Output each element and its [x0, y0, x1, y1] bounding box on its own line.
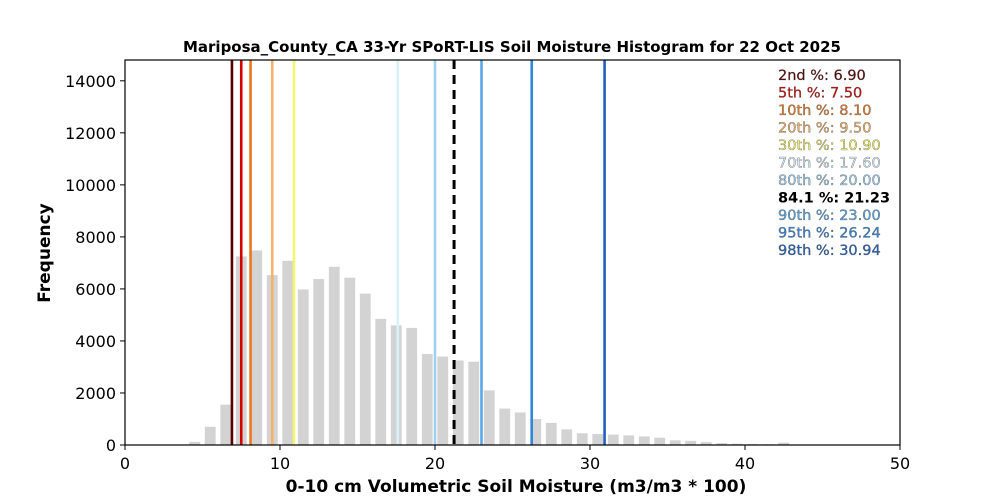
y-tick-label: 12000 [65, 124, 116, 143]
histogram-bar [576, 433, 588, 445]
histogram-bar [623, 435, 635, 445]
y-tick-label: 6000 [75, 280, 116, 299]
histogram-bar [638, 436, 650, 445]
histogram-bar [204, 426, 216, 445]
histogram-bar [390, 325, 402, 445]
y-tick-label: 4000 [75, 332, 116, 351]
legend-entry: 5th %: 7.50 [778, 86, 862, 102]
y-tick-label: 2000 [75, 384, 116, 403]
histogram-bar [344, 277, 356, 445]
x-tick-label: 20 [425, 454, 445, 473]
x-tick-label: 10 [270, 454, 290, 473]
x-tick-label: 40 [735, 454, 755, 473]
histogram-bar [328, 266, 340, 445]
legend-entry: 2nd %: 6.90 [778, 68, 866, 84]
histogram-bar [220, 404, 232, 445]
y-tick-label: 0 [106, 436, 116, 455]
histogram-bar [359, 293, 371, 445]
legend-entry: 70th %: 17.60 [778, 156, 881, 172]
legend-entry: 30th %: 10.90 [778, 138, 881, 154]
histogram-bar [189, 441, 201, 445]
histogram-bar [654, 437, 666, 445]
histogram-bar [468, 361, 480, 445]
histogram-bar [437, 356, 449, 445]
histogram-bar [716, 443, 728, 445]
histogram-bar [297, 289, 309, 445]
legend-entry: 95th %: 26.24 [778, 226, 881, 242]
histogram-bar [545, 422, 557, 445]
histogram-bar [406, 327, 418, 445]
histogram-bar [700, 442, 712, 445]
chart-title: Mariposa_County_CA 33-Yr SPoRT-LIS Soil … [183, 38, 841, 56]
histogram-bar [561, 429, 573, 445]
y-axis-label: Frequency [35, 203, 55, 303]
histogram-bar [313, 279, 325, 445]
histogram-bar [499, 408, 511, 445]
histogram-bar [592, 434, 604, 445]
histogram-bar [421, 353, 433, 445]
histogram-bar [282, 260, 294, 445]
x-tick-label: 30 [580, 454, 600, 473]
x-tick-label: 50 [890, 454, 910, 473]
histogram-bar [483, 390, 495, 445]
histogram-bar [607, 434, 619, 445]
x-axis-label: 0-10 cm Volumetric Soil Moisture (m3/m3 … [286, 477, 747, 497]
plot-frame [124, 59, 901, 446]
legend-entry: 20th %: 9.50 [778, 121, 872, 137]
ticks-layer: 0 10 20 30 40 50 0 2000 4000 6000 8000 10000 12000 14… [65, 72, 910, 473]
histogram-bar [731, 443, 743, 445]
percentile-lines-layer [230, 60, 606, 445]
legend-entry: 90th %: 23.00 [778, 208, 881, 224]
bars-layer [189, 250, 790, 445]
legend-entry: 98th %: 30.94 [778, 243, 881, 259]
y-tick-label: 10000 [65, 176, 116, 195]
legend-entry: 84.1 %: 21.23 [778, 191, 890, 207]
histogram-bar [685, 440, 697, 445]
legend-entry: 80th %: 20.00 [778, 173, 881, 189]
histogram-bar [452, 360, 464, 445]
histogram-bar [778, 442, 790, 445]
histogram-bar [514, 412, 526, 445]
y-tick-label: 14000 [65, 72, 116, 91]
histogram-bar [375, 318, 387, 445]
y-tick-label: 8000 [75, 228, 116, 247]
histogram-bar [251, 250, 263, 445]
histogram-bar [669, 440, 681, 445]
histogram-bar [530, 418, 542, 445]
x-tick-label: 0 [120, 454, 130, 473]
legend-entry: 10th %: 8.10 [778, 103, 872, 119]
